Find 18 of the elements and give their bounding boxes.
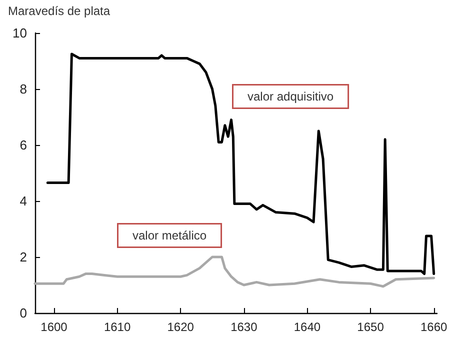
- y-tick-label: 0: [20, 306, 27, 320]
- x-tick-label: 1650: [357, 320, 384, 334]
- y-tick-label: 10: [12, 26, 27, 40]
- x-tick-label: 1610: [104, 320, 131, 334]
- line-series: [46, 52, 436, 276]
- series-label: valor adquisitivo: [248, 90, 334, 104]
- x-tick-label: 1660: [420, 320, 448, 334]
- x-tick-label: 1620: [167, 320, 194, 334]
- x-tick-label: 1600: [40, 320, 68, 334]
- y-tick-label: 2: [20, 250, 27, 264]
- x-tick-label: 1630: [230, 320, 258, 334]
- x-tick-label: 1640: [294, 320, 321, 334]
- y-tick-label: 8: [20, 82, 27, 96]
- y-tick-label: 6: [20, 138, 27, 152]
- line-series: [34, 256, 436, 288]
- y-tick-label: 4: [20, 194, 27, 208]
- series-label: valor metálico: [132, 228, 207, 242]
- y-axis-title: Maravedís de plata: [8, 4, 110, 18]
